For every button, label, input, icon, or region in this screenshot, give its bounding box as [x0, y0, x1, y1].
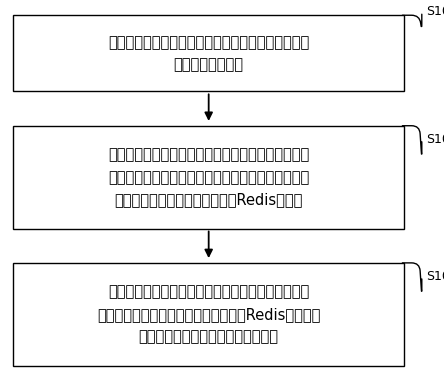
Text: 根据所述分配请求，将所述分配总量按照所述分配数
量拆分，以得到数量为所述分配数量的分享变量，并
将每个所述分享变量依次缓存至Redis队列中: 根据所述分配请求，将所述分配总量按照所述分配数 量拆分，以得到数量为所述分配数量… [108, 147, 309, 207]
Text: S103: S103 [426, 270, 444, 283]
Text: S101: S101 [426, 5, 444, 18]
Text: 当所述队列存在未分配的分享变量时，每接收到一个
接收终端发送的接收请求，依次从所述Redis队列中取
出一个分享变量分配给所述接收终端: 当所述队列存在未分配的分享变量时，每接收到一个 接收终端发送的接收请求，依次从所… [97, 285, 321, 344]
FancyBboxPatch shape [13, 263, 404, 366]
Text: S102: S102 [426, 133, 444, 146]
FancyBboxPatch shape [13, 126, 404, 229]
FancyBboxPatch shape [13, 15, 404, 91]
Text: 接收分配请求，所述分配请求携带有分享变量的分配
总量以及分配数量: 接收分配请求，所述分配请求携带有分享变量的分配 总量以及分配数量 [108, 35, 309, 72]
